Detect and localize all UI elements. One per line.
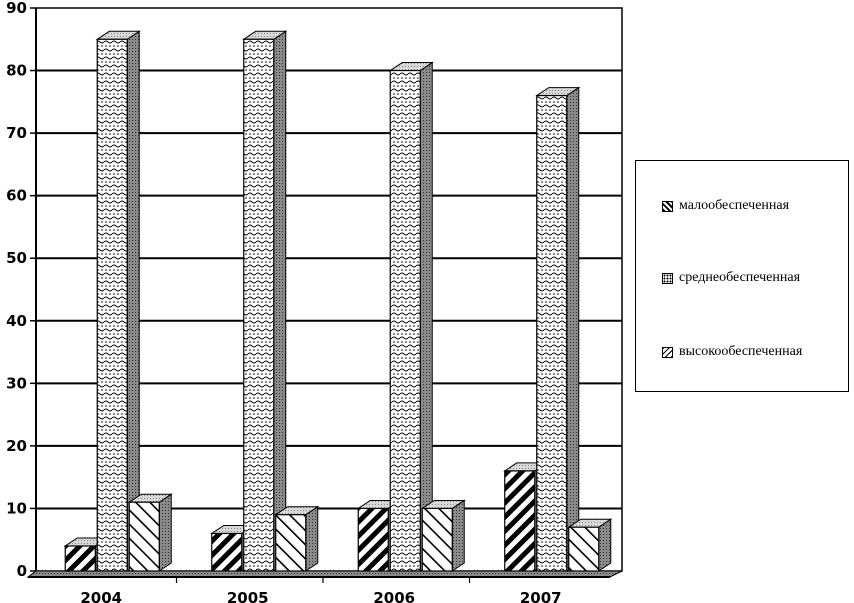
y-tick-label: 60 bbox=[6, 187, 27, 205]
bar-front bbox=[275, 514, 307, 572]
x-tick-label: 2004 bbox=[80, 589, 122, 603]
y-tick-label: 10 bbox=[6, 499, 27, 517]
y-tick-label: 70 bbox=[6, 124, 27, 142]
axes bbox=[28, 7, 610, 583]
bar bbox=[535, 86, 581, 572]
bar-front bbox=[504, 470, 536, 572]
bar-front bbox=[96, 38, 128, 572]
x-tick-label: 2005 bbox=[227, 589, 269, 603]
bar-side bbox=[158, 493, 172, 572]
bar bbox=[127, 493, 173, 572]
legend-item: малообеспеченная bbox=[662, 197, 789, 215]
bar bbox=[388, 61, 434, 572]
bar bbox=[242, 30, 288, 572]
bar-side bbox=[451, 499, 465, 572]
bar-side bbox=[598, 518, 612, 572]
legend-swatch-icon bbox=[662, 346, 673, 358]
bar bbox=[567, 518, 613, 572]
x-tick-label: 2006 bbox=[373, 589, 415, 603]
legend-label: среднеобеспеченная bbox=[679, 270, 801, 285]
bar bbox=[95, 30, 141, 572]
legend-label: малообеспеченная bbox=[679, 198, 790, 213]
y-tick-label: 90 bbox=[6, 0, 27, 17]
bar-front bbox=[536, 94, 568, 572]
y-tick-label: 20 bbox=[6, 437, 27, 455]
bars bbox=[63, 30, 613, 572]
bar bbox=[420, 499, 466, 572]
bar-side bbox=[419, 61, 433, 572]
bar bbox=[274, 505, 320, 572]
tick-labels: 0 10 20 30 40 50 60 70 80 90 2004 2005 2006 2007 bbox=[6, 0, 562, 603]
bar-front bbox=[243, 38, 275, 572]
legend: малообеспеченная среднеобеспеченная высо… bbox=[635, 160, 849, 392]
y-tick-label: 0 bbox=[17, 562, 27, 580]
bar-front bbox=[64, 545, 96, 572]
bar-front bbox=[128, 501, 160, 572]
bar-side bbox=[305, 505, 319, 572]
legend-swatch-icon bbox=[662, 272, 673, 284]
bar-side bbox=[566, 86, 580, 572]
bar-front bbox=[357, 507, 389, 572]
y-tick-label: 50 bbox=[6, 249, 27, 267]
legend-swatch-icon bbox=[662, 200, 673, 212]
legend-label: высокообеспеченная bbox=[679, 344, 803, 359]
bar-front bbox=[389, 69, 421, 572]
bar-side bbox=[126, 30, 140, 572]
bar-front bbox=[421, 507, 453, 572]
bar-side bbox=[273, 30, 287, 572]
x-tick-label: 2007 bbox=[520, 589, 562, 603]
bar-front bbox=[568, 526, 600, 572]
legend-item: среднеобеспеченная bbox=[662, 269, 800, 287]
y-tick-label: 40 bbox=[6, 312, 27, 330]
y-tick-label: 80 bbox=[6, 62, 27, 80]
legend-item: высокообеспеченная bbox=[662, 343, 802, 361]
y-tick-label: 30 bbox=[6, 374, 27, 392]
bar-front bbox=[211, 532, 243, 572]
